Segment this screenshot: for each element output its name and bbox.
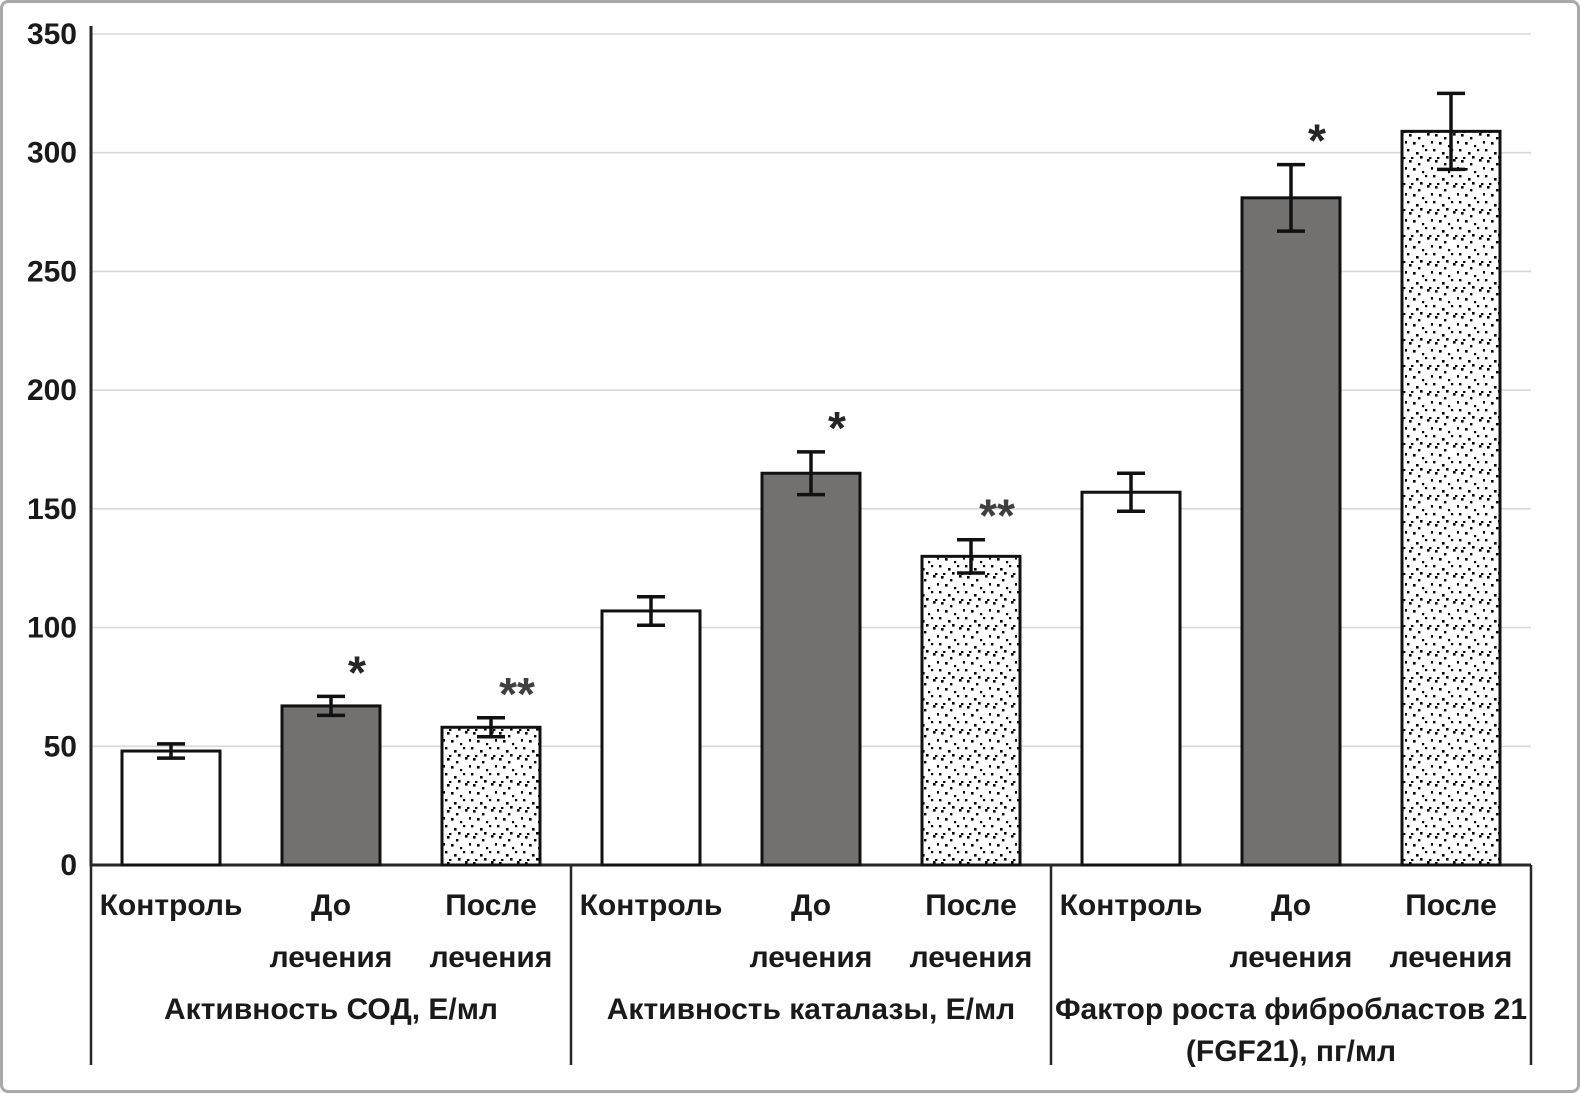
category-label: До	[1271, 889, 1311, 922]
y-tick-label: 150	[27, 493, 77, 526]
bars-layer	[120, 129, 1502, 867]
category-label: лечения	[910, 941, 1033, 974]
y-tick-label: 350	[27, 18, 77, 51]
bar-dotted	[440, 725, 542, 867]
category-label: После	[1405, 889, 1497, 922]
y-tick-label: 300	[27, 137, 77, 170]
group-label: Фактор роста фибробластов 21	[1055, 993, 1527, 1026]
labels-layer: 0 50 100 150 200 250 300 350 Контроль До лечения По…	[27, 18, 1527, 1068]
category-label: После	[925, 889, 1017, 922]
bar-dotted	[920, 554, 1022, 867]
y-tick-label: 250	[27, 255, 77, 288]
category-label: Контроль	[580, 889, 723, 922]
bar-gray	[760, 471, 862, 867]
bar-dotted	[1400, 129, 1502, 867]
category-label: лечения	[270, 941, 393, 974]
y-tick-label: 0	[60, 849, 77, 882]
significance-marker: *	[828, 402, 846, 454]
significance-marker: *	[1308, 115, 1326, 167]
group-label: Активность СОД, Е/мл	[164, 993, 498, 1026]
bar-white	[1080, 490, 1182, 867]
significance-marker: **	[979, 490, 1015, 542]
bar-gray	[1240, 196, 1342, 867]
significance-marker: **	[499, 668, 535, 720]
y-tick-label: 200	[27, 374, 77, 407]
category-label: До	[311, 889, 351, 922]
category-label: Контроль	[1060, 889, 1203, 922]
category-label: Контроль	[100, 889, 243, 922]
bar-white	[120, 749, 222, 867]
y-tick-label: 50	[44, 730, 77, 763]
error-bars-layer	[157, 91, 1465, 760]
bar-gray	[280, 704, 382, 867]
bar-white	[600, 609, 702, 867]
significance-marker: *	[348, 646, 366, 698]
category-label: До	[791, 889, 831, 922]
group-label: Активность каталазы, Е/мл	[607, 993, 1015, 1026]
category-label: лечения	[1230, 941, 1353, 974]
group-label: (FGF21), пг/мл	[1186, 1035, 1396, 1068]
y-tick-label: 100	[27, 612, 77, 645]
annotations-layer: * ******	[348, 115, 1326, 720]
category-label: лечения	[750, 941, 873, 974]
category-label: лечения	[430, 941, 553, 974]
category-label: лечения	[1390, 941, 1513, 974]
category-label: После	[445, 889, 537, 922]
